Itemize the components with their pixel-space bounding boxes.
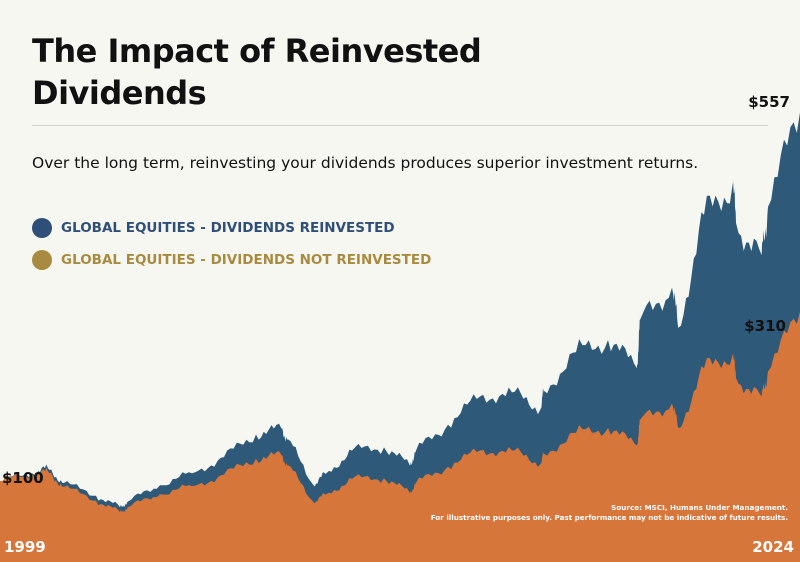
legend-label-reinvested: GLOBAL EQUITIES - DIVIDENDS REINVESTED bbox=[61, 220, 395, 236]
chart-legend: GLOBAL EQUITIES - DIVIDENDS REINVESTED G… bbox=[32, 212, 431, 276]
subtitle: Over the long term, reinvesting your div… bbox=[32, 154, 699, 172]
source-note: Source: MSCI, Humans Under Management. F… bbox=[431, 503, 788, 523]
source-line: Source: MSCI, Humans Under Management. bbox=[611, 503, 788, 512]
x-end-label: 2024 bbox=[752, 538, 794, 556]
x-start-label: 1999 bbox=[4, 538, 46, 556]
legend-label-not-reinvested: GLOBAL EQUITIES - DIVIDENDS NOT REINVEST… bbox=[61, 252, 432, 268]
legend-swatch-reinvested bbox=[32, 218, 52, 238]
area-series-not-reinvested bbox=[0, 311, 800, 562]
legend-item-reinvested: GLOBAL EQUITIES - DIVIDENDS REINVESTED bbox=[32, 212, 431, 244]
title-divider bbox=[32, 125, 768, 126]
legend-item-not-reinvested: GLOBAL EQUITIES - DIVIDENDS NOT REINVEST… bbox=[32, 244, 431, 276]
page-title: The Impact of Reinvested Dividends bbox=[32, 32, 482, 112]
reinvested-end-value-label: $557 bbox=[748, 93, 790, 111]
not-reinvested-end-value-label: $310 bbox=[744, 317, 786, 335]
disclaimer-line: For illustrative purposes only. Past per… bbox=[430, 513, 788, 522]
legend-swatch-not-reinvested bbox=[32, 250, 52, 270]
start-value-label: $100 bbox=[2, 469, 44, 487]
